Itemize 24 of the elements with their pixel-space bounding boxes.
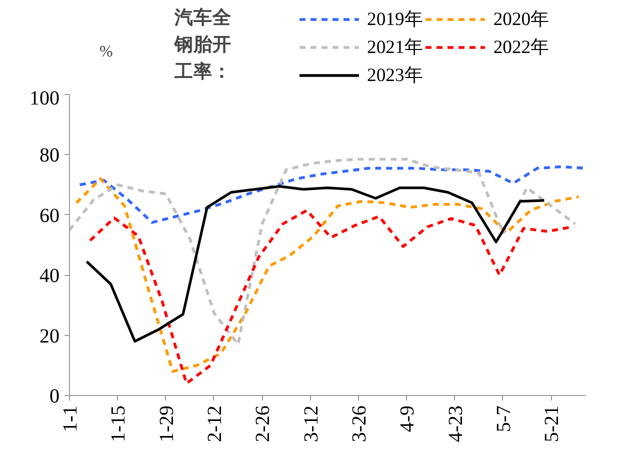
legend-label: 2023年: [367, 64, 424, 88]
x-tick-label: 1-1: [60, 405, 82, 432]
legend-label: 2019年: [367, 8, 424, 32]
x-tick-label: 2-12: [204, 405, 226, 442]
x-tick-label: 5-7: [492, 405, 515, 432]
y-axis-title: %: [100, 44, 113, 60]
x-tick-label: 4-9: [396, 405, 419, 432]
x-tick-label: 1-29: [156, 405, 178, 442]
y-tick-label: 0: [50, 386, 60, 408]
y-tick-label: 80: [40, 144, 60, 167]
y-tick-label: 20: [40, 325, 60, 348]
x-tick-label: 5-21: [541, 405, 564, 442]
legend-label: 2022年: [493, 36, 550, 60]
y-tick-label: 100: [30, 88, 60, 110]
x-tick-label: 4-23: [444, 405, 467, 442]
legend-label: 2021年: [367, 36, 424, 60]
legend-label: 2020年: [493, 8, 550, 32]
chart-title: 汽车全钢胎开工率：: [174, 6, 232, 82]
x-tick-label: 2-26: [252, 405, 274, 442]
y-tick-label: 60: [40, 204, 60, 227]
x-tick-label: 1-15: [108, 405, 130, 442]
x-tick-label: 3-12: [300, 405, 322, 442]
x-tick-label: 3-26: [348, 405, 370, 442]
y-tick-label: 40: [40, 265, 60, 288]
